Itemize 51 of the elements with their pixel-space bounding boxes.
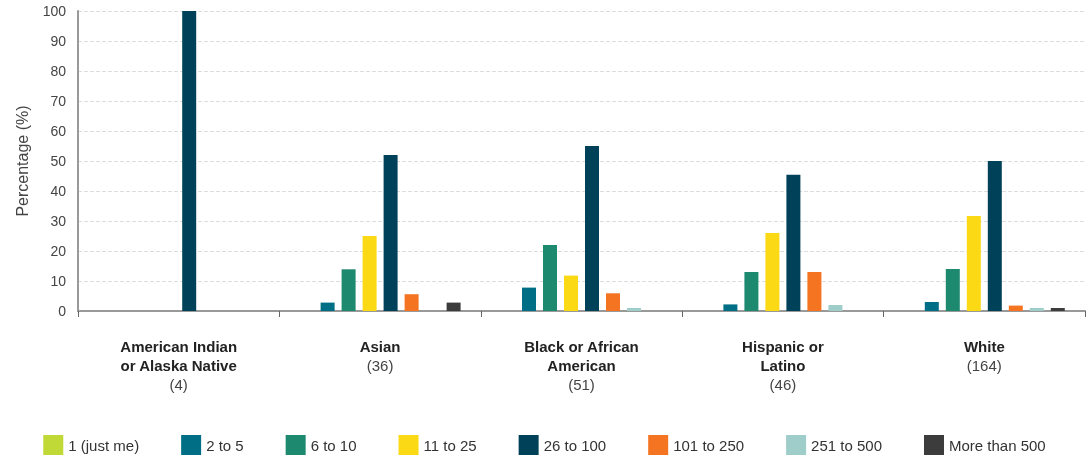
bar — [182, 11, 197, 311]
bar — [1029, 308, 1044, 311]
x-tick-label: Asian (36) — [359, 338, 401, 374]
bar — [1008, 305, 1023, 311]
legend-label: 6 to 10 — [310, 436, 357, 454]
y-tick-label: 30 — [50, 213, 67, 229]
legend-label: 2 to 5 — [206, 436, 244, 454]
bar — [966, 215, 981, 311]
bar — [446, 302, 461, 311]
x-tick-label: Hispanic or Latino (46) — [742, 338, 824, 393]
y-tick-label: 40 — [50, 183, 67, 199]
bar — [522, 287, 536, 311]
y-tick-label: 80 — [50, 63, 67, 79]
y-tick-label: 90 — [50, 33, 67, 49]
bar — [362, 236, 377, 311]
y-tick-label: 50 — [50, 153, 67, 169]
bar — [807, 272, 822, 311]
legend-label: More than 500 — [948, 436, 1046, 454]
bar — [320, 302, 335, 311]
legend-label: 26 to 100 — [543, 436, 607, 454]
legend-label: 101 to 250 — [673, 436, 745, 454]
legend-label: 251 to 500 — [811, 436, 882, 454]
bar — [945, 269, 960, 311]
bar — [585, 146, 599, 311]
bar — [564, 275, 578, 311]
x-tick-label: American Indian or Alaska Native (4) — [120, 338, 238, 393]
bar — [1050, 308, 1065, 311]
bar — [765, 233, 780, 311]
bar — [987, 161, 1002, 311]
legend-label: 1 (just me) — [68, 436, 140, 454]
bar — [786, 174, 801, 311]
y-axis-title: Percentage (%) — [13, 105, 31, 217]
bar — [341, 269, 356, 311]
bar — [543, 245, 557, 311]
bar — [404, 294, 419, 311]
x-tick-label: White (164) — [963, 338, 1005, 374]
legend-label: 11 to 25 — [423, 436, 477, 454]
x-tick-label: Black or African American (51) — [524, 338, 639, 393]
bar — [828, 305, 843, 311]
y-tick-label: 20 — [50, 243, 67, 259]
bar — [744, 272, 759, 311]
y-tick-label: 0 — [58, 303, 67, 319]
y-tick-label: 10 — [50, 273, 67, 289]
bar — [723, 304, 738, 311]
y-tick-label: 100 — [42, 3, 67, 19]
bar — [606, 293, 620, 311]
bar — [627, 308, 641, 311]
y-tick-label: 60 — [50, 123, 67, 139]
bar — [383, 155, 398, 311]
bar — [924, 302, 939, 311]
y-tick-label: 70 — [50, 93, 67, 109]
